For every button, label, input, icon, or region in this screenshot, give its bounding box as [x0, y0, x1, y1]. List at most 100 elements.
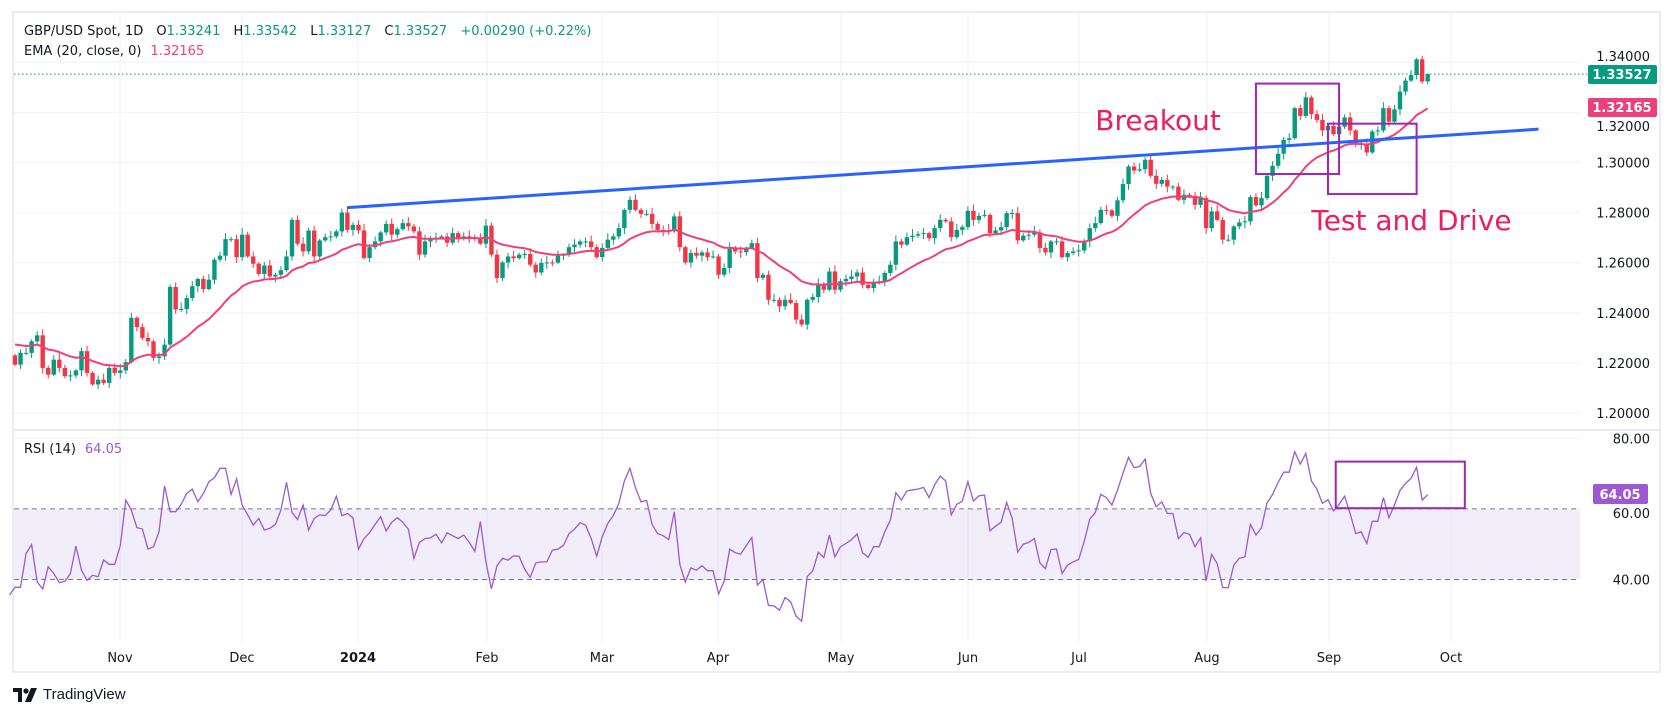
candle	[600, 243, 605, 262]
candle	[173, 282, 178, 314]
candle-body	[528, 253, 533, 265]
candle	[1342, 114, 1347, 129]
candle	[1397, 85, 1403, 116]
candle-body	[228, 239, 234, 241]
candle-body	[306, 230, 311, 252]
candle-body	[1275, 153, 1281, 166]
candle	[827, 267, 832, 292]
candle-body	[1264, 175, 1270, 199]
candle-body	[937, 219, 943, 229]
candle	[1087, 223, 1092, 248]
candle-body	[749, 243, 755, 248]
candle	[57, 353, 62, 373]
candle	[456, 231, 461, 243]
candle	[550, 259, 555, 267]
candle	[383, 220, 389, 236]
candle-body	[949, 221, 954, 238]
test-and-drive-box[interactable]	[1326, 122, 1418, 196]
candle-body	[600, 247, 605, 258]
price-axis-label: 1.34000	[1596, 50, 1650, 65]
candle-body	[782, 299, 788, 307]
candle	[328, 230, 333, 242]
candle	[1203, 195, 1209, 234]
candle	[915, 231, 921, 238]
trendline[interactable]	[347, 127, 1539, 210]
candle-body	[688, 252, 694, 263]
rsi-axis-label: 40.00	[1613, 574, 1650, 589]
rsi-value-label: 64.05	[1593, 484, 1648, 504]
candle	[84, 345, 90, 377]
candle-body	[1137, 169, 1142, 171]
candle	[1259, 192, 1264, 210]
candle-body	[993, 230, 998, 234]
candle-body	[982, 214, 987, 216]
rsi-line	[8, 449, 1429, 623]
candle-body	[1154, 175, 1159, 184]
candle-body	[1093, 223, 1098, 229]
candle	[1298, 104, 1303, 121]
candle-body	[1408, 75, 1414, 81]
candle-body	[622, 209, 627, 229]
candle	[1392, 104, 1397, 125]
candle	[251, 251, 256, 269]
candle	[1320, 113, 1325, 137]
candle-body	[68, 375, 73, 377]
candle-body	[223, 239, 228, 256]
price-axis: 1.34000 1.32000 1.30000 1.28000 1.26000 1.240…	[1596, 50, 1650, 422]
candle-body	[1237, 222, 1242, 227]
candle	[278, 266, 284, 279]
candle	[954, 223, 959, 240]
annotation-text[interactable]: Breakout	[1095, 104, 1221, 137]
candle	[289, 217, 295, 261]
current-price-tag	[1588, 65, 1657, 84]
candle	[965, 206, 971, 231]
candle-body	[533, 264, 538, 273]
candle-body	[888, 264, 893, 273]
candle-body	[583, 241, 588, 243]
candle	[68, 370, 73, 382]
candle	[1137, 163, 1142, 173]
candle-body	[539, 262, 544, 273]
candle-body	[721, 267, 727, 275]
candle-body	[505, 256, 511, 263]
open-value: 1.33241	[166, 24, 221, 39]
candle-body	[350, 224, 356, 230]
symbol-label[interactable]: GBP/USD Spot, 1D	[24, 24, 144, 39]
candle-body	[788, 299, 793, 304]
candle-body	[1059, 241, 1065, 258]
candle-body	[1364, 143, 1369, 153]
candle-body	[273, 274, 278, 277]
rsi-legend[interactable]: RSI (14) 64.05	[24, 442, 122, 457]
candle-body	[1320, 119, 1325, 131]
candle-body	[46, 367, 51, 375]
time-axis-label: Oct	[1440, 651, 1462, 666]
tradingview-icon	[13, 687, 37, 702]
candle	[583, 237, 588, 248]
change-value: +0.00290 (+0.22%)	[460, 24, 592, 39]
candle	[1048, 239, 1054, 259]
candle-body	[95, 379, 101, 385]
candle-body	[633, 199, 638, 210]
candle	[555, 250, 561, 265]
candle	[190, 281, 195, 301]
candle-body	[611, 236, 616, 240]
rsi-box[interactable]	[1334, 460, 1466, 510]
tradingview-logo[interactable]: TradingView	[13, 686, 126, 703]
candle	[1237, 218, 1242, 230]
current-price-text: 1.33527	[1592, 68, 1651, 83]
price-axis-label: 1.24000	[1596, 307, 1650, 322]
breakout-box[interactable]	[1254, 82, 1341, 176]
rsi-band-fill	[14, 508, 1580, 580]
candle-body	[1126, 166, 1131, 185]
ema-line	[14, 107, 1429, 368]
candle-body	[1353, 130, 1358, 144]
ema-legend[interactable]: EMA (20, close, 0) 1.32165	[24, 44, 204, 59]
candle-body	[173, 286, 178, 310]
candle	[976, 212, 982, 224]
candle	[926, 231, 932, 242]
candle	[129, 312, 134, 364]
annotation-text[interactable]: Test and Drive	[1310, 204, 1511, 237]
candle	[267, 259, 273, 280]
time-axis-label: 2024	[340, 651, 376, 666]
